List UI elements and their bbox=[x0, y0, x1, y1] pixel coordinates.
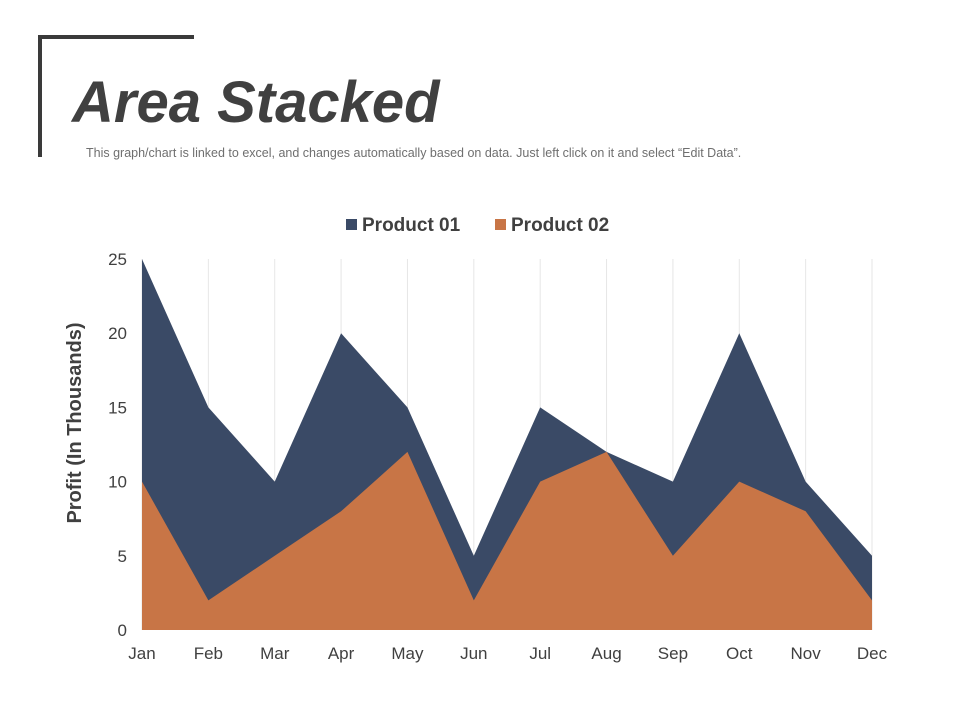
x-tick-label-feb: Feb bbox=[194, 644, 223, 663]
legend-swatch-1 bbox=[346, 219, 357, 230]
x-tick-label-dec: Dec bbox=[857, 644, 888, 663]
page-subtitle: This graph/chart is linked to excel, and… bbox=[86, 146, 742, 160]
x-tick-label-jun: Jun bbox=[460, 644, 487, 663]
page-title: Area Stacked bbox=[72, 70, 446, 136]
y-tick-label: 25 bbox=[108, 250, 127, 269]
area-product-02[interactable] bbox=[142, 451, 872, 630]
x-tick-label-jan: Jan bbox=[128, 644, 155, 663]
y-tick-label: 0 bbox=[118, 621, 127, 640]
x-tick-label-mar: Mar bbox=[260, 644, 290, 663]
x-tick-label-jul: Jul bbox=[529, 644, 551, 663]
y-axis-label: Profit (In Thousands) bbox=[64, 322, 86, 523]
y-tick-label: 10 bbox=[108, 473, 127, 492]
x-tick-label-nov: Nov bbox=[791, 644, 822, 663]
x-tick-label-oct: Oct bbox=[726, 644, 753, 663]
x-tick-label-may: May bbox=[391, 644, 424, 663]
x-tick-label-aug: Aug bbox=[591, 644, 621, 663]
x-tick-label-apr: Apr bbox=[328, 644, 355, 663]
title-frame-decoration bbox=[38, 35, 194, 157]
x-axis-ticks: Jan Feb Mar Apr May Jun Jul Aug Sep Oct Nov Dec bbox=[128, 644, 887, 663]
legend-label-2: Product 02 bbox=[511, 215, 609, 236]
y-tick-label: 20 bbox=[108, 324, 127, 343]
y-tick-label: 15 bbox=[108, 398, 127, 417]
legend: Product 01 Product 02 bbox=[346, 215, 609, 236]
y-tick-label: 5 bbox=[118, 547, 127, 566]
y-axis-ticks: 0 5 10 15 20 25 bbox=[108, 250, 127, 640]
legend-label-1: Product 01 bbox=[362, 215, 461, 236]
area-series bbox=[142, 259, 872, 630]
x-tick-label-sep: Sep bbox=[658, 644, 688, 663]
legend-swatch-2 bbox=[495, 219, 506, 230]
